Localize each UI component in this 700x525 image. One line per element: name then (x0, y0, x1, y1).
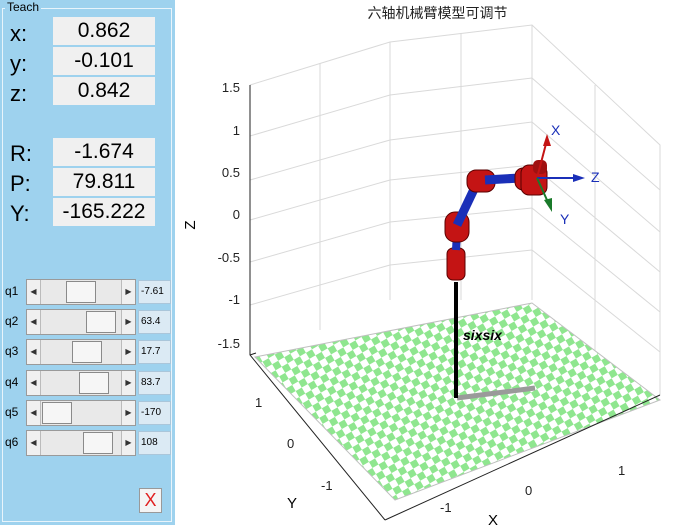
q4-label: q4 (5, 375, 19, 389)
z-tick: -1.5 (218, 336, 240, 351)
tool-frame-y-label: Y (560, 211, 570, 227)
q4-slider[interactable]: ◀ ▶ (26, 370, 136, 396)
z-axis-ticks: 1.5 1 0.5 0 -0.5 -1 -1.5 (218, 80, 240, 351)
roll-label: R: (10, 141, 32, 166)
q1-value[interactable]: -7.61 (138, 280, 171, 304)
arrow-right-icon[interactable]: ▶ (121, 280, 135, 304)
plot-canvas: 1.5 1 0.5 0 -0.5 -1 -1.5 Z 1 0 -1 Y -1 0… (182, 24, 662, 525)
q3-slider-thumb[interactable] (72, 341, 103, 363)
teach-group (2, 8, 172, 522)
arrow-right-icon[interactable]: ▶ (121, 310, 135, 334)
q1-slider[interactable]: ◀ ▶ (26, 279, 136, 305)
axis-box (249, 85, 661, 521)
teach-group-title: Teach (5, 0, 42, 14)
floor-plane (253, 302, 662, 501)
q5-label: q5 (5, 405, 19, 419)
q3-slider[interactable]: ◀ ▶ (26, 339, 136, 365)
arrow-right-icon[interactable]: ▶ (121, 371, 135, 395)
y-axis-ticks: 1 0 -1 (255, 395, 333, 493)
arrow-left-icon[interactable]: ◀ (27, 371, 41, 395)
q6-value[interactable]: 108 (138, 431, 171, 455)
y-tick: 1 (255, 395, 262, 410)
x-label: x: (10, 21, 28, 46)
plot-area[interactable]: 六轴机械臂模型可调节 1.5 1 0.5 (175, 0, 700, 525)
q2-value[interactable]: 63.4 (138, 310, 171, 334)
x-tick: -1 (440, 500, 452, 515)
z-tick: 1 (233, 123, 240, 138)
x-axis-label: X (488, 512, 498, 525)
z-axis-label: Z (182, 220, 199, 229)
roll-value: -1.674 (53, 138, 155, 166)
x-tick: 1 (618, 463, 625, 478)
y-label: y: (10, 51, 28, 76)
z-tick: 1.5 (222, 80, 240, 95)
close-button[interactable]: X (139, 488, 162, 513)
z-tick: 0 (233, 207, 240, 222)
y-tick: 0 (287, 436, 294, 451)
arrow-left-icon[interactable]: ◀ (27, 280, 41, 304)
q6-slider[interactable]: ◀ ▶ (26, 430, 136, 456)
yaw-value: -165.222 (53, 198, 155, 226)
q5-slider-thumb[interactable] (41, 402, 72, 424)
q3-value[interactable]: 17.7 (138, 340, 171, 364)
yaw-label: Y: (10, 201, 30, 226)
arrow-right-icon[interactable]: ▶ (121, 431, 135, 455)
z-tick: -1 (228, 292, 240, 307)
q4-value[interactable]: 83.7 (138, 371, 171, 395)
pitch-label: P: (10, 171, 31, 196)
q2-label: q2 (5, 314, 19, 328)
y-tick: -1 (321, 478, 333, 493)
q3-label: q3 (5, 344, 19, 358)
q1-label: q1 (5, 284, 19, 298)
arrow-left-icon[interactable]: ◀ (27, 401, 41, 425)
x-tick: 0 (525, 483, 532, 498)
q6-label: q6 (5, 435, 19, 449)
q2-slider-thumb[interactable] (85, 311, 116, 333)
z-tick: 0.5 (222, 165, 240, 180)
q5-slider[interactable]: ◀ ▶ (26, 400, 136, 426)
q1-slider-thumb[interactable] (66, 281, 97, 303)
z-value: 0.842 (53, 77, 155, 105)
arrow-right-icon[interactable]: ▶ (121, 340, 135, 364)
arrow-left-icon[interactable]: ◀ (27, 340, 41, 364)
tool-frame-z-label: Z (591, 169, 600, 185)
q6-slider-thumb[interactable] (83, 432, 114, 454)
robot-model (444, 134, 585, 401)
y-value: -0.101 (53, 47, 155, 75)
pitch-value: 79.811 (53, 168, 155, 196)
q4-slider-thumb[interactable] (79, 372, 110, 394)
x-axis-ticks: -1 0 1 (440, 463, 625, 515)
y-axis-label: Y (287, 495, 297, 512)
x-value: 0.862 (53, 17, 155, 45)
tool-frame-x-label: X (551, 122, 561, 138)
teach-panel: Teach x: 0.862 y: -0.101 z: 0.842 R: -1.… (0, 0, 175, 525)
z-label: z: (10, 81, 28, 106)
z-tick: -0.5 (218, 250, 240, 265)
plot-title: 六轴机械臂模型可调节 (367, 6, 508, 22)
arrow-right-icon[interactable]: ▶ (121, 401, 135, 425)
q2-slider[interactable]: ◀ ▶ (26, 309, 136, 335)
arrow-left-icon[interactable]: ◀ (27, 431, 41, 455)
robot-name-label: sixsix (463, 327, 503, 343)
arrow-left-icon[interactable]: ◀ (27, 310, 41, 334)
q5-value[interactable]: -170 (138, 401, 171, 425)
